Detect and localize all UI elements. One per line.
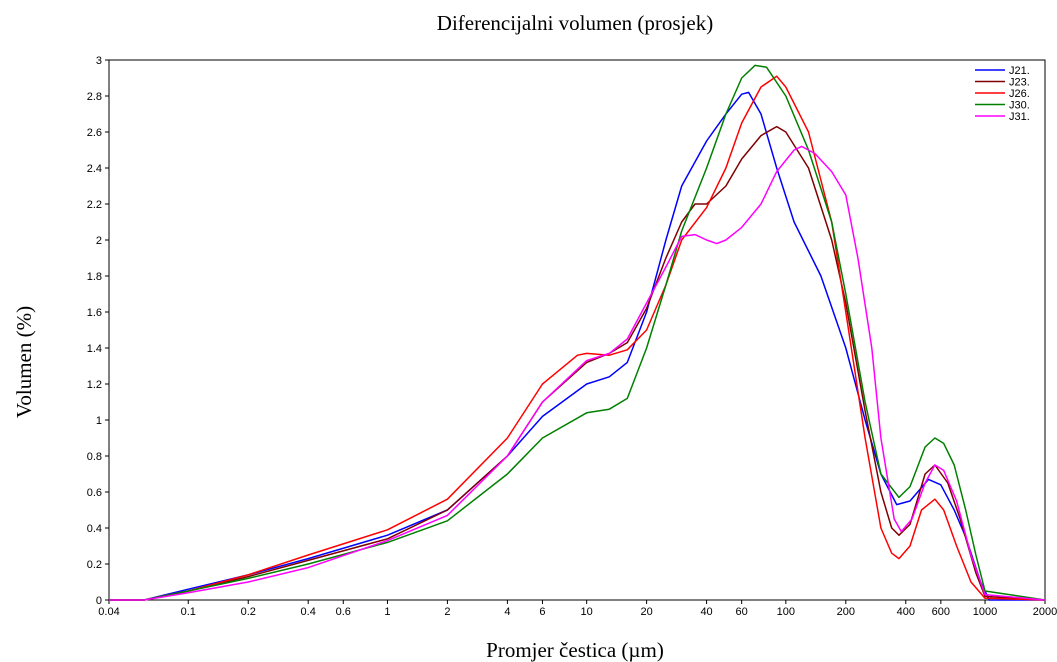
y-tick-label: 1.2 bbox=[87, 379, 102, 391]
series-line-j31 bbox=[109, 145, 1046, 601]
x-tick-label: 0.4 bbox=[301, 606, 316, 618]
y-tick-label: 0.6 bbox=[87, 487, 102, 499]
x-tick-label: 0.2 bbox=[241, 606, 256, 618]
y-tick-label: 1.8 bbox=[87, 271, 102, 283]
y-tick-label: 0.8 bbox=[87, 451, 102, 463]
x-tick-label: 1 bbox=[384, 606, 390, 618]
x-tick-label: 0.6 bbox=[336, 606, 351, 618]
x-tick-label: 200 bbox=[837, 606, 855, 618]
x-tick-label: 10 bbox=[581, 606, 593, 618]
legend-label: J26. bbox=[1009, 88, 1030, 100]
x-tick-label: 60 bbox=[736, 606, 748, 618]
y-tick-label: 1 bbox=[96, 415, 102, 427]
y-tick-label: 2 bbox=[96, 235, 102, 247]
x-tick-label: 0.1 bbox=[181, 606, 196, 618]
y-axis-label: Volumen (%) bbox=[12, 306, 36, 418]
y-tick-label: 2.2 bbox=[87, 199, 102, 211]
x-tick-label: 600 bbox=[932, 606, 950, 618]
series-line-j23 bbox=[109, 125, 1046, 601]
legend-label: J30. bbox=[1009, 100, 1030, 112]
x-tick-label: 40 bbox=[700, 606, 712, 618]
x-tick-label: 0.04 bbox=[98, 606, 119, 618]
legend-label: J31. bbox=[1009, 111, 1030, 123]
x-tick-label: 1000 bbox=[973, 606, 997, 618]
y-tick-label: 0 bbox=[96, 595, 102, 607]
y-tick-label: 3 bbox=[96, 55, 102, 67]
y-tick-label: 2.8 bbox=[87, 91, 102, 103]
x-tick-label: 2000 bbox=[1033, 606, 1057, 618]
x-tick-label: 2 bbox=[444, 606, 450, 618]
y-tick-label: 2.4 bbox=[87, 163, 102, 175]
series-line-j21 bbox=[109, 91, 1045, 601]
x-tick-label: 20 bbox=[640, 606, 652, 618]
x-tick-label: 100 bbox=[777, 606, 795, 618]
y-tick-label: 1.6 bbox=[87, 307, 102, 319]
chart-title: Diferencijalni volumen (prosjek) bbox=[437, 11, 713, 35]
legend-label: J23. bbox=[1009, 77, 1030, 89]
legend: J21.J23.J26.J30.J31. bbox=[975, 65, 1030, 123]
legend-label: J21. bbox=[1009, 65, 1030, 77]
y-tick-label: 0.4 bbox=[87, 523, 102, 535]
series-lines bbox=[109, 64, 1046, 601]
x-tick-label: 400 bbox=[897, 606, 915, 618]
x-axis-label: Promjer čestica (µm) bbox=[486, 638, 664, 662]
series-line-j30 bbox=[109, 64, 1046, 601]
plot-area-border bbox=[108, 59, 1046, 601]
y-tick-label: 1.4 bbox=[87, 343, 102, 355]
x-tick-label: 4 bbox=[504, 606, 510, 618]
y-tick-label: 2.6 bbox=[87, 127, 102, 139]
x-axis: 0.04 0.1 0.2 0.4 0.6 1 2 4 6 10 20 40 60 100 200 400 600… bbox=[98, 600, 1057, 618]
y-axis: 0 0.2 0.4 0.6 0.8 1 1.2 1.4 1.6 1.8 2 2.2 2.4 2.6 2.8 3 bbox=[87, 55, 109, 607]
y-tick-label: 0.2 bbox=[87, 559, 102, 571]
series-line-j26 bbox=[109, 75, 1046, 601]
x-tick-label: 6 bbox=[539, 606, 545, 618]
